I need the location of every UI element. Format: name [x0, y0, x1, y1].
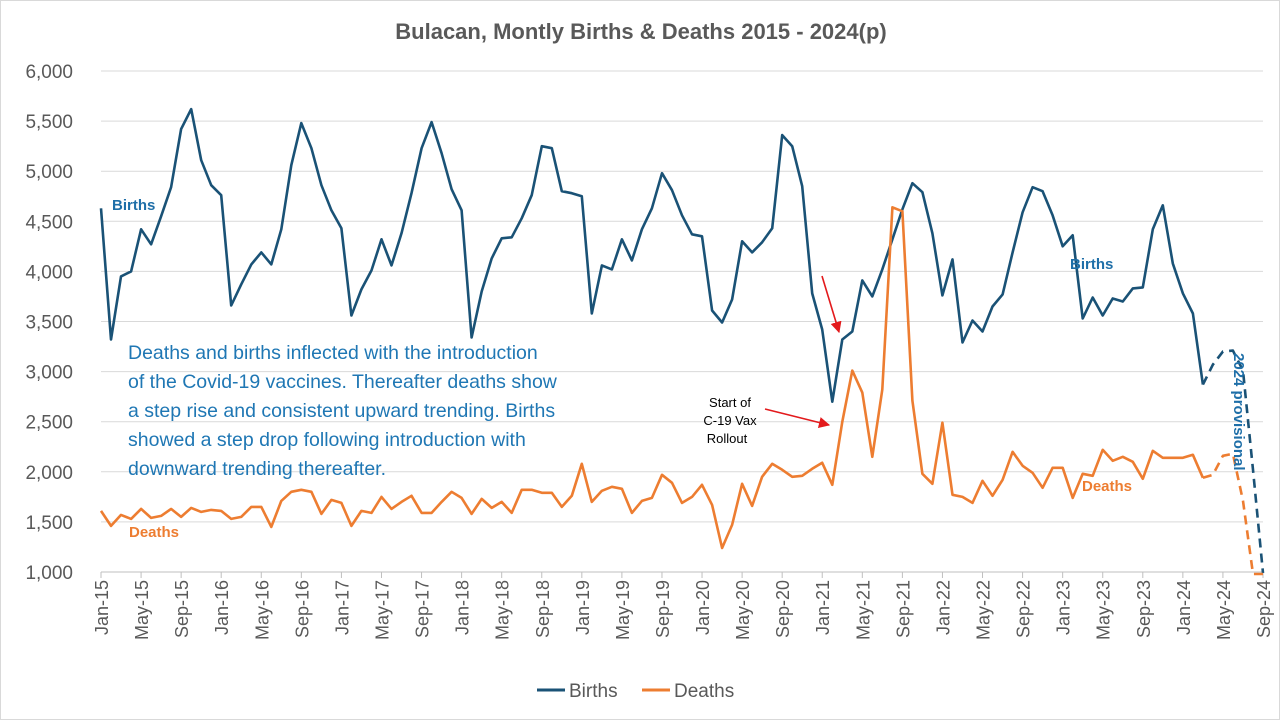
- chart-title: Bulacan, Montly Births & Deaths 2015 - 2…: [395, 19, 886, 44]
- note-line-2: of the Covid-19 vaccines. Thereafter dea…: [128, 371, 558, 393]
- births-line: [99, 107, 1205, 404]
- deaths-label-left: Deaths: [129, 524, 179, 541]
- y-tick-label: 4,500: [25, 212, 73, 233]
- y-axis: 1,000 1,500 2,000 2,500 3,000 3,500 4,000 4,500…: [25, 62, 73, 584]
- vax-line-3: Rollout: [707, 431, 748, 446]
- x-tick-label: Sep-23: [1134, 580, 1154, 638]
- provisional-label: 2024 provisional: [1230, 353, 1247, 471]
- births-inflection-arrow: [821, 275, 842, 334]
- births-label-left: Births: [112, 197, 155, 214]
- note-line-4: showed a step drop following introductio…: [128, 429, 526, 451]
- x-tick-label: May-16: [252, 580, 272, 640]
- births-provisional-line: [1201, 349, 1265, 574]
- legend: Births Deaths: [537, 681, 734, 702]
- x-tick-label: May-21: [853, 580, 873, 640]
- y-tick-label: 1,000: [25, 563, 73, 584]
- x-tick-label: Jan-21: [813, 580, 833, 635]
- series-labels: Births Births Deaths Deaths: [112, 197, 1132, 541]
- x-tick-label: Jan-22: [933, 580, 953, 635]
- x-tick-label: Sep-15: [172, 580, 192, 638]
- x-tick-label: Sep-24: [1254, 580, 1274, 638]
- deaths-line: [99, 206, 1205, 550]
- y-tick-label: 2,000: [25, 463, 73, 484]
- legend-deaths-label: Deaths: [674, 681, 734, 702]
- x-tick-label: May-19: [613, 580, 633, 640]
- x-tick-label: Jan-17: [332, 580, 352, 635]
- x-tick-label: May-22: [974, 580, 994, 640]
- vax-arrow: [764, 408, 831, 428]
- gridlines: [101, 70, 1263, 523]
- vax-annotation: Start of C-19 Vax Rollout: [703, 275, 842, 446]
- annotation-note: Deaths and births inflected with the int…: [128, 342, 558, 480]
- y-tick-label: 6,000: [25, 62, 73, 83]
- x-tick-label: Sep-19: [653, 580, 673, 638]
- x-tick-label: Jan-20: [693, 580, 713, 635]
- vax-line-2: C-19 Vax: [703, 413, 757, 428]
- x-tick-label: May-20: [733, 580, 753, 640]
- x-tick-label: Jan-16: [212, 580, 232, 635]
- x-tick-label: Sep-18: [533, 580, 553, 638]
- y-tick-label: 5,000: [25, 162, 73, 183]
- x-tick-label: Sep-20: [773, 580, 793, 638]
- x-tick-label: Sep-16: [292, 580, 312, 638]
- y-tick-label: 5,500: [25, 112, 73, 133]
- x-tick-label: May-18: [493, 580, 513, 640]
- legend-births-label: Births: [569, 681, 618, 702]
- note-line-1: Deaths and births inflected with the int…: [128, 342, 538, 364]
- note-line-3: a step rise and consistent upward trendi…: [128, 400, 555, 422]
- x-tick-label: Jan-19: [573, 580, 593, 635]
- x-tick-label: Jan-15: [92, 580, 112, 635]
- x-tick-label: Jan-24: [1174, 580, 1194, 635]
- x-tick-label: May-23: [1094, 580, 1114, 640]
- x-axis: Jan-15 May-15 Sep-15 Jan-16 May-16 Sep-16 Jan-…: [92, 571, 1274, 640]
- series-lines: [99, 107, 1265, 576]
- y-tick-label: 3,500: [25, 313, 73, 334]
- x-tick-label: May-15: [132, 580, 152, 640]
- births-label-right: Births: [1070, 256, 1113, 273]
- y-tick-label: 2,500: [25, 413, 73, 434]
- x-tick-label: Sep-21: [893, 580, 913, 638]
- x-tick-label: May-17: [372, 580, 392, 640]
- x-tick-label: May-24: [1214, 580, 1234, 640]
- x-tick-label: Sep-17: [413, 580, 433, 638]
- x-tick-label: Jan-23: [1054, 580, 1074, 635]
- x-tick-label: Sep-22: [1014, 580, 1034, 638]
- y-tick-label: 3,000: [25, 363, 73, 384]
- y-tick-label: 1,500: [25, 513, 73, 534]
- x-tick-label: Jan-18: [453, 580, 473, 635]
- deaths-label-right: Deaths: [1082, 478, 1132, 495]
- note-line-5: downward trending thereafter.: [128, 458, 386, 480]
- vax-line-1: Start of: [709, 395, 751, 410]
- y-tick-label: 4,000: [25, 262, 73, 283]
